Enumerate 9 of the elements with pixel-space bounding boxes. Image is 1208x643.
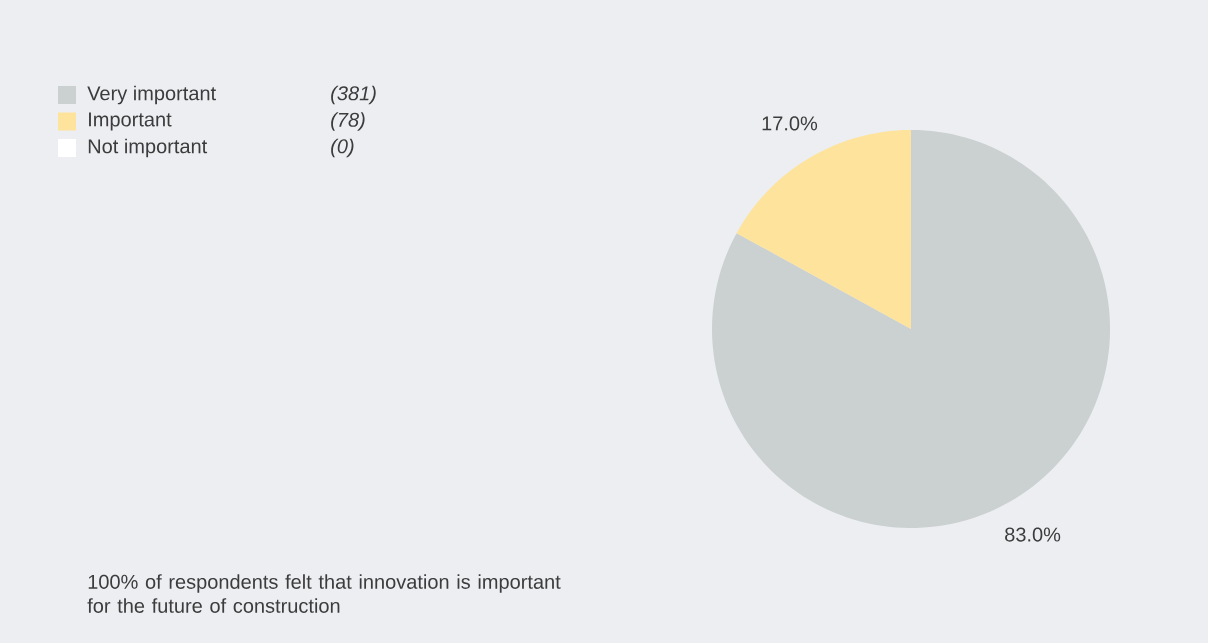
data-label: 83.0% [1005, 527, 1061, 542]
text: (0) [331, 138, 354, 158]
legend-label: Not important [88, 138, 208, 158]
legend-label: Very important [87, 85, 216, 105]
data-label: 17.0% [762, 116, 818, 131]
text: (78) [331, 112, 365, 131]
legend-label: Important [89, 112, 172, 131]
text: (381) [331, 85, 376, 105]
text: 100% of respondents felt that innovation is important for the future of construction [87, 574, 561, 613]
